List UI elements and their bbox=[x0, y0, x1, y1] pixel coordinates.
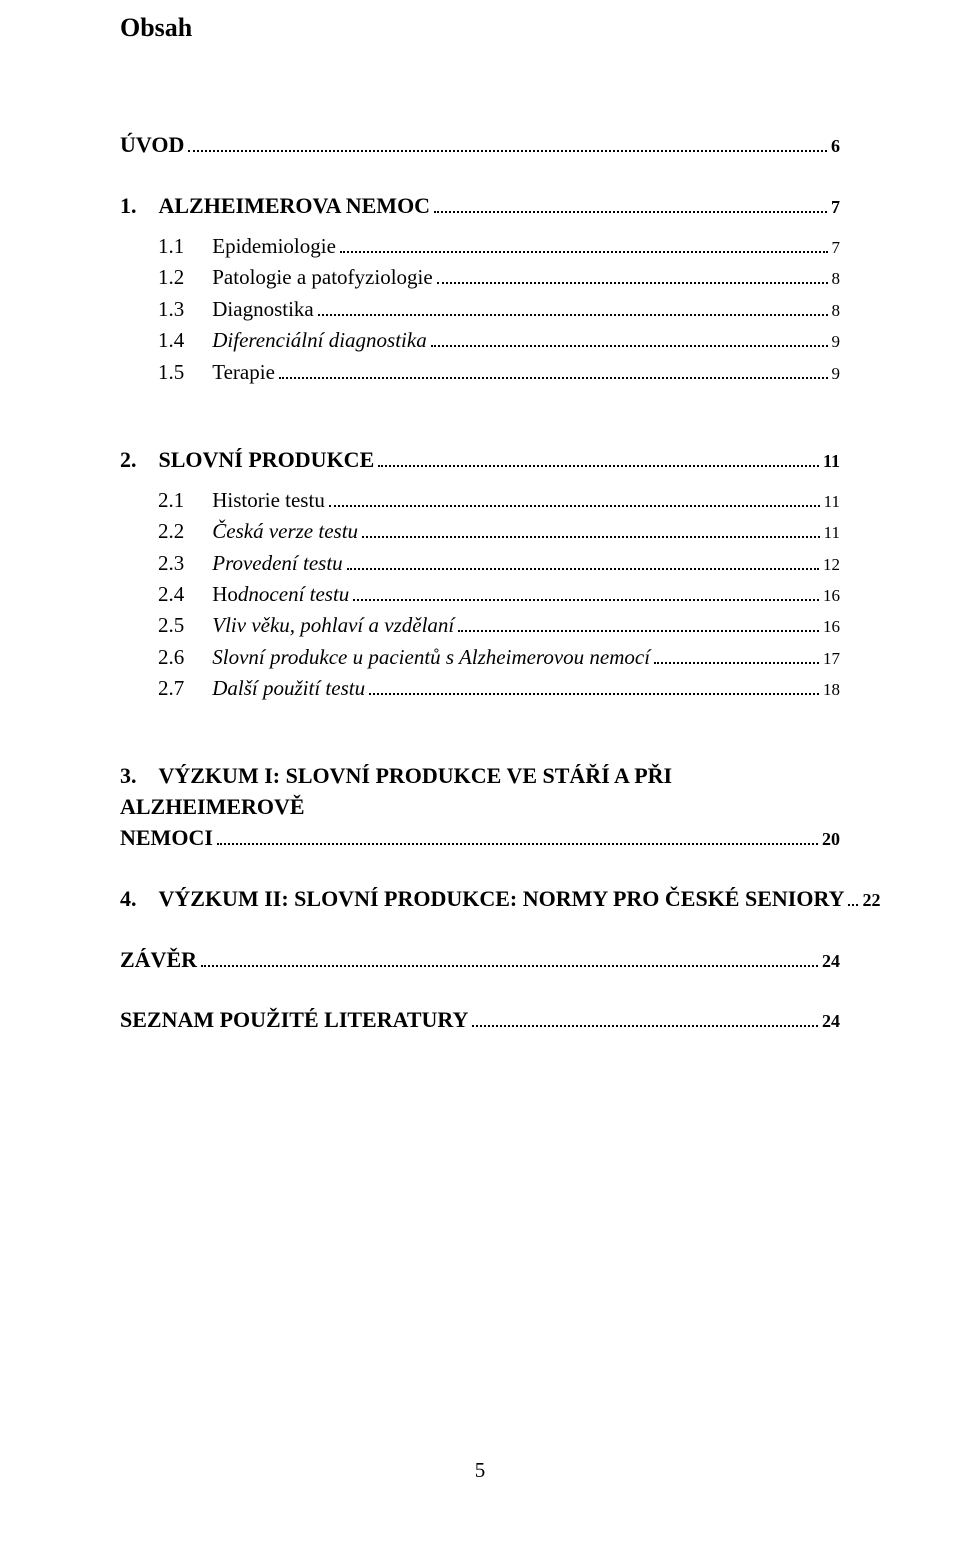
toc-container: ÚVOD61. ALZHEIMEROVA NEMOC71.1Epidemiolo… bbox=[120, 96, 840, 1036]
toc-entry-level1: 1.3Diagnostika 8 bbox=[120, 295, 840, 324]
toc-entry-label: 2.6Slovní produkce u pacientů s Alzheime… bbox=[120, 643, 650, 672]
toc-leader bbox=[188, 150, 827, 152]
toc-entry-label: 4. VÝZKUM II: SLOVNÍ PRODUKCE: NORMY PRO… bbox=[120, 884, 844, 915]
toc-leader bbox=[369, 693, 819, 695]
toc-page-number: 18 bbox=[823, 678, 840, 702]
toc-page-number: 16 bbox=[823, 615, 840, 639]
toc-page-number: 9 bbox=[832, 362, 841, 386]
toc-heading: Obsah bbox=[120, 10, 840, 46]
toc-entry-label-cont: NEMOCI bbox=[120, 823, 213, 854]
toc-entry-number: 2.5 bbox=[120, 611, 212, 640]
toc-entry-level0: 4. VÝZKUM II: SLOVNÍ PRODUKCE: NORMY PRO… bbox=[120, 884, 840, 915]
toc-page-number: 17 bbox=[823, 647, 840, 671]
toc-entry-level1: 2.2Česká verze testu 11 bbox=[120, 517, 840, 546]
toc-entry-label: 1.3Diagnostika bbox=[120, 295, 314, 324]
toc-page-number: 11 bbox=[824, 490, 840, 514]
toc-leader bbox=[378, 465, 819, 467]
toc-entry-level1: 2.4Hodnocení testu 16 bbox=[120, 580, 840, 609]
toc-entry-number: 2.7 bbox=[120, 674, 212, 703]
toc-leader bbox=[654, 662, 819, 664]
toc-entry-level1: 1.4Diferenciální diagnostika 9 bbox=[120, 326, 840, 355]
toc-leader bbox=[458, 630, 819, 632]
toc-leader bbox=[437, 282, 828, 284]
toc-entry-label: 2. SLOVNÍ PRODUKCE bbox=[120, 445, 374, 476]
toc-entry-number: 2.3 bbox=[120, 549, 212, 578]
toc-entry-label: 1.2Patologie a patofyziologie bbox=[120, 263, 433, 292]
toc-page-number: 7 bbox=[831, 195, 840, 220]
toc-page-number: 11 bbox=[823, 449, 840, 474]
toc-page-number: 6 bbox=[831, 134, 840, 159]
toc-entry-level0: ÚVOD 6 bbox=[120, 130, 840, 161]
toc-entry-level0: 1. ALZHEIMEROVA NEMOC 7 bbox=[120, 191, 840, 222]
toc-entry-label: 1.1Epidemiologie bbox=[120, 232, 336, 261]
toc-entry-level1: 2.5Vliv věku, pohlaví a vzdělaní 16 bbox=[120, 611, 840, 640]
toc-entry-label: 2.5Vliv věku, pohlaví a vzdělaní bbox=[120, 611, 454, 640]
toc-entry-level1: 2.1Historie testu 11 bbox=[120, 486, 840, 515]
toc-leader bbox=[472, 1025, 818, 1027]
toc-page-number: 16 bbox=[823, 584, 840, 608]
toc-leader bbox=[434, 211, 827, 213]
toc-page-number: 7 bbox=[832, 236, 841, 260]
toc-page-number: 24 bbox=[822, 1009, 840, 1034]
toc-entry-label: 3. VÝZKUM I: SLOVNÍ PRODUKCE VE STÁŘÍ A … bbox=[120, 761, 840, 823]
toc-leader bbox=[217, 843, 818, 845]
toc-entry-level0: 3. VÝZKUM I: SLOVNÍ PRODUKCE VE STÁŘÍ A … bbox=[120, 761, 840, 853]
toc-entry-label: 1.5Terapie bbox=[120, 358, 275, 387]
toc-entry-label: 1.4Diferenciální diagnostika bbox=[120, 326, 427, 355]
toc-entry-label: 1. ALZHEIMEROVA NEMOC bbox=[120, 191, 430, 222]
toc-entry-label: 2.7Další použití testu bbox=[120, 674, 365, 703]
toc-entry-level0: ZÁVĚR 24 bbox=[120, 945, 840, 976]
toc-entry-level0: 2. SLOVNÍ PRODUKCE 11 bbox=[120, 445, 840, 476]
page-number: 5 bbox=[120, 1456, 840, 1485]
toc-entry-number: 1.5 bbox=[120, 358, 212, 387]
toc-entry-level0: SEZNAM POUŽITÉ LITERATURY 24 bbox=[120, 1005, 840, 1036]
toc-entry-label: 2.2Česká verze testu bbox=[120, 517, 358, 546]
toc-entry-number: 1.4 bbox=[120, 326, 212, 355]
toc-entry-number: 2.1 bbox=[120, 486, 212, 515]
toc-leader bbox=[431, 345, 828, 347]
toc-page-number: 24 bbox=[822, 949, 840, 974]
toc-leader bbox=[353, 599, 819, 601]
toc-entry-label: ZÁVĚR bbox=[120, 945, 197, 976]
toc-leader bbox=[201, 965, 818, 967]
toc-entry-level1: 2.7Další použití testu 18 bbox=[120, 674, 840, 703]
toc-entry-label: 2.3Provedení testu bbox=[120, 549, 343, 578]
toc-entry-number: 2.4 bbox=[120, 580, 212, 609]
toc-leader bbox=[279, 377, 828, 379]
toc-page-number: 11 bbox=[824, 521, 840, 545]
toc-leader bbox=[318, 314, 828, 316]
toc-entry-label: 2.4Hodnocení testu bbox=[120, 580, 349, 609]
toc-entry-label: ÚVOD bbox=[120, 130, 184, 161]
toc-page-number: 22 bbox=[862, 888, 880, 913]
toc-leader bbox=[347, 568, 819, 570]
toc-entry-number: 2.6 bbox=[120, 643, 212, 672]
toc-entry-number: 1.2 bbox=[120, 263, 212, 292]
toc-page-number: 8 bbox=[832, 299, 841, 323]
toc-entry-level1: 2.6Slovní produkce u pacientů s Alzheime… bbox=[120, 643, 840, 672]
toc-leader bbox=[362, 536, 820, 538]
toc-entry-number: 2.2 bbox=[120, 517, 212, 546]
toc-entry-number: 1.1 bbox=[120, 232, 212, 261]
toc-entry-level1: 1.5Terapie 9 bbox=[120, 358, 840, 387]
toc-entry-label: SEZNAM POUŽITÉ LITERATURY bbox=[120, 1005, 468, 1036]
toc-entry-level1: 2.3Provedení testu 12 bbox=[120, 549, 840, 578]
toc-entry-number: 1.3 bbox=[120, 295, 212, 324]
toc-leader bbox=[329, 505, 820, 507]
toc-entry-level1: 1.1Epidemiologie 7 bbox=[120, 232, 840, 261]
toc-entry-level1: 1.2Patologie a patofyziologie 8 bbox=[120, 263, 840, 292]
toc-page-number: 12 bbox=[823, 553, 840, 577]
toc-page-number: 8 bbox=[832, 267, 841, 291]
toc-page-number: 20 bbox=[822, 827, 840, 852]
toc-leader bbox=[848, 904, 858, 906]
toc-page-number: 9 bbox=[832, 330, 841, 354]
toc-entry-label: 2.1Historie testu bbox=[120, 486, 325, 515]
toc-leader bbox=[340, 251, 828, 253]
